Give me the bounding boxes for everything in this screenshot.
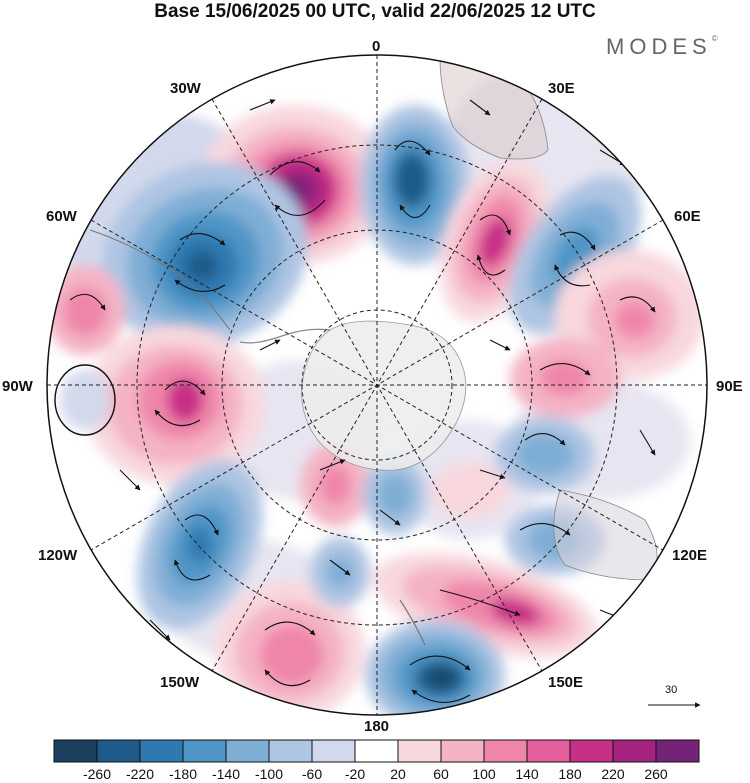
modes-logo: MODES© [606, 34, 718, 59]
colorbar-tick: 100 [472, 766, 496, 782]
colorbar-tick-labels: -260 -220 -180 -140 -100 -60 -20 20 60 1… [0, 766, 750, 783]
colorbar-tick: -20 [344, 766, 366, 782]
lon-label-0: 0 [372, 38, 381, 55]
anomaly-field [47, 55, 707, 715]
colorbar-tick: 180 [558, 766, 582, 782]
colorbar-tick: 60 [433, 766, 449, 782]
lon-label-90w: 90W [2, 378, 33, 395]
lon-label-30w: 30W [170, 80, 201, 97]
colorbar-tick: 220 [601, 766, 625, 782]
colorbar-tick: -60 [301, 766, 323, 782]
lon-label-120e: 120E [672, 547, 708, 564]
lon-label-60e: 60E [674, 208, 701, 225]
antarctic-peninsula [239, 328, 331, 344]
new-zealand [399, 599, 426, 646]
lon-label-60w: 60W [46, 208, 77, 225]
graticule [47, 55, 707, 715]
lon-label-150e: 150E [548, 674, 584, 691]
lon-label-90e: 90E [716, 378, 743, 395]
colorbar-tick: -180 [168, 766, 198, 782]
colorbar-tick: -220 [125, 766, 155, 782]
lon-label-30e: 30E [548, 80, 575, 97]
colorbar-tick: -100 [254, 766, 284, 782]
colorbar-tick: 260 [644, 766, 668, 782]
map-title: Base 15/06/2025 00 UTC, valid 22/06/2025… [154, 1, 596, 22]
colorbar-tick: 20 [390, 766, 406, 782]
reference-vector-label: 30 [665, 684, 678, 696]
colorbar-tick: -140 [211, 766, 241, 782]
lon-label-120w: 120W [38, 547, 78, 564]
colorbar-tick: -260 [82, 766, 112, 782]
lon-label-150w: 150W [160, 674, 200, 691]
colorbar-tick: 140 [515, 766, 539, 782]
lon-label-180: 180 [364, 718, 390, 735]
colorbar [53, 739, 700, 763]
south-america [89, 229, 231, 331]
map-boundary [46, 54, 708, 716]
